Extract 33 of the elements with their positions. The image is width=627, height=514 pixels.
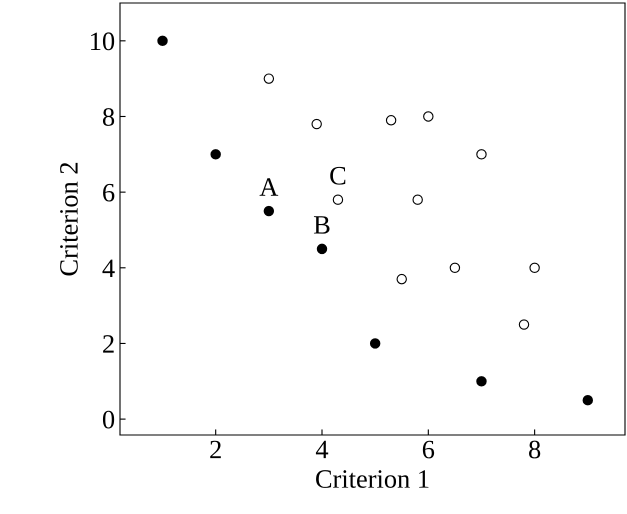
point (582, 394, 593, 406)
point (370, 338, 380, 349)
y-tick-label: 2 (103, 335, 114, 353)
point (311, 118, 322, 130)
point (396, 274, 407, 284)
point (210, 149, 221, 160)
point (157, 36, 168, 46)
point (423, 111, 434, 122)
x-tick-label: 4 (316, 440, 328, 458)
annotation: C (330, 166, 346, 185)
point (264, 206, 274, 216)
point (476, 149, 487, 160)
x-tick-label: 6 (422, 440, 434, 458)
x-tick-label: 8 (529, 440, 540, 458)
y-tick-label: 8 (102, 108, 114, 126)
y-tick-label: 6 (103, 184, 114, 202)
point (529, 262, 540, 274)
point (332, 194, 344, 205)
point (450, 262, 460, 274)
x-tick-label: 2 (210, 440, 221, 458)
annotation: B (314, 216, 330, 234)
point (386, 115, 396, 126)
y-tick-label: 0 (102, 410, 114, 429)
point (518, 319, 530, 330)
annotation: A (260, 178, 278, 196)
y-axis-title: Criterion 2 (60, 162, 78, 276)
point (412, 194, 423, 205)
point (264, 73, 274, 84)
x-axis-title: Criterion 1 (316, 470, 428, 488)
y-tick-label: 4 (102, 260, 115, 277)
point (476, 376, 487, 386)
point (316, 244, 328, 254)
y-tick-label: 10 (91, 32, 114, 50)
